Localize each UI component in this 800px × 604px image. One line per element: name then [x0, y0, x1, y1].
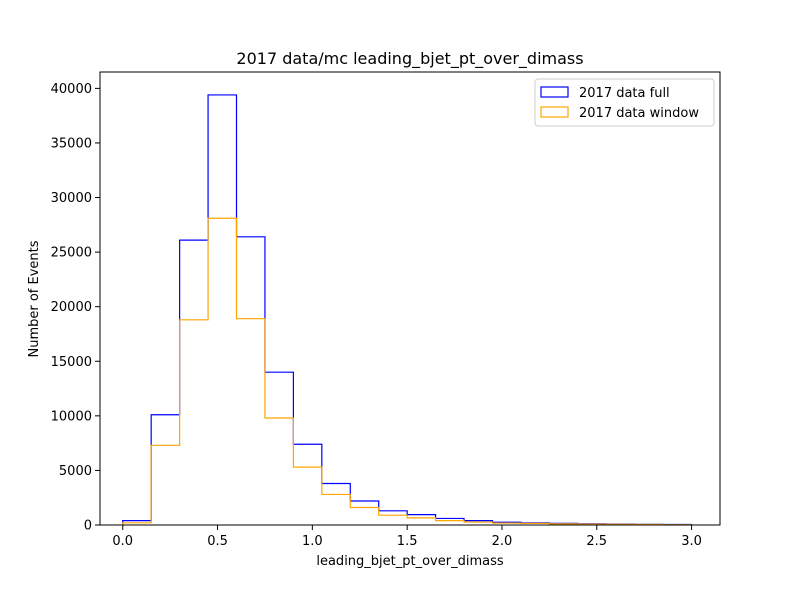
y-tick-label: 5000 — [59, 464, 92, 479]
y-tick-label: 40000 — [51, 82, 92, 97]
histogram-bin — [208, 218, 236, 525]
x-tick-label: 1.0 — [302, 534, 323, 549]
y-tick-label: 25000 — [51, 246, 92, 261]
x-tick-label: 0.0 — [112, 534, 133, 549]
x-tick-label: 2.5 — [586, 534, 607, 549]
y-tick-label: 30000 — [51, 191, 92, 206]
histogram-bin — [322, 494, 350, 525]
x-tick-label: 3.0 — [681, 534, 702, 549]
x-axis-label: leading_bjet_pt_over_dimass — [316, 554, 503, 569]
histogram-bin — [436, 521, 464, 525]
histogram-bin — [293, 467, 321, 525]
y-axis-label: Number of Events — [27, 240, 42, 357]
x-tick-label: 2.0 — [492, 534, 513, 549]
histogram-bin — [180, 320, 208, 525]
x-tick-label: 0.5 — [207, 534, 228, 549]
histogram-bin — [350, 508, 378, 525]
y-tick-label: 35000 — [51, 136, 92, 151]
legend-label: 2017 data window — [579, 106, 699, 121]
legend-label: 2017 data full — [579, 86, 670, 101]
histogram-bin — [407, 518, 435, 525]
histogram-bin — [265, 418, 293, 525]
y-tick-label: 20000 — [51, 300, 92, 315]
y-tick-label: 15000 — [51, 355, 92, 370]
histogram-bin — [151, 445, 179, 525]
histogram-bin — [379, 515, 407, 525]
chart-title: 2017 data/mc leading_bjet_pt_over_dimass — [236, 49, 583, 69]
histogram-bin — [237, 319, 265, 525]
y-tick-label: 0 — [84, 519, 92, 534]
y-tick-label: 10000 — [51, 409, 92, 424]
legend: 2017 data full 2017 data window — [535, 79, 714, 126]
x-tick-label: 1.5 — [397, 534, 418, 549]
